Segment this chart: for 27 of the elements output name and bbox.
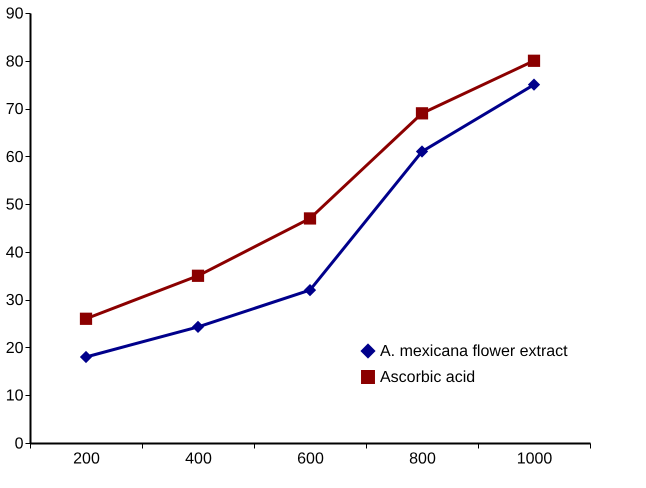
point — [416, 145, 428, 158]
x-tick-label: 600 — [297, 450, 324, 468]
y-tick-label: 40 — [6, 244, 24, 262]
y-tick-label: 50 — [6, 196, 24, 214]
point — [192, 270, 204, 282]
x-tick-label: 400 — [185, 450, 212, 468]
legend-label: Ascorbic acid — [380, 369, 476, 386]
y-tick-label: 90 — [6, 6, 24, 22]
point — [528, 54, 540, 67]
y-tick-label: 30 — [6, 292, 24, 310]
point — [304, 284, 316, 296]
y-tick-label: 80 — [6, 53, 24, 70]
y-tick-label: 70 — [6, 101, 24, 118]
point — [80, 350, 92, 364]
y-tick-label: 0 — [14, 436, 24, 452]
y-tick-label: 20 — [6, 340, 24, 357]
point — [80, 312, 92, 325]
point — [528, 78, 540, 91]
x-tick-label: 200 — [73, 450, 100, 468]
x-tick-label: 800 — [409, 450, 436, 468]
point — [192, 320, 204, 334]
legend-label: A. mexicana flower extract — [380, 343, 568, 360]
y-tick-label: 60 — [6, 148, 24, 166]
x-tick-label: 1000 — [516, 450, 552, 468]
point — [416, 107, 428, 120]
point — [304, 212, 316, 225]
y-tick-label: 10 — [6, 388, 24, 405]
